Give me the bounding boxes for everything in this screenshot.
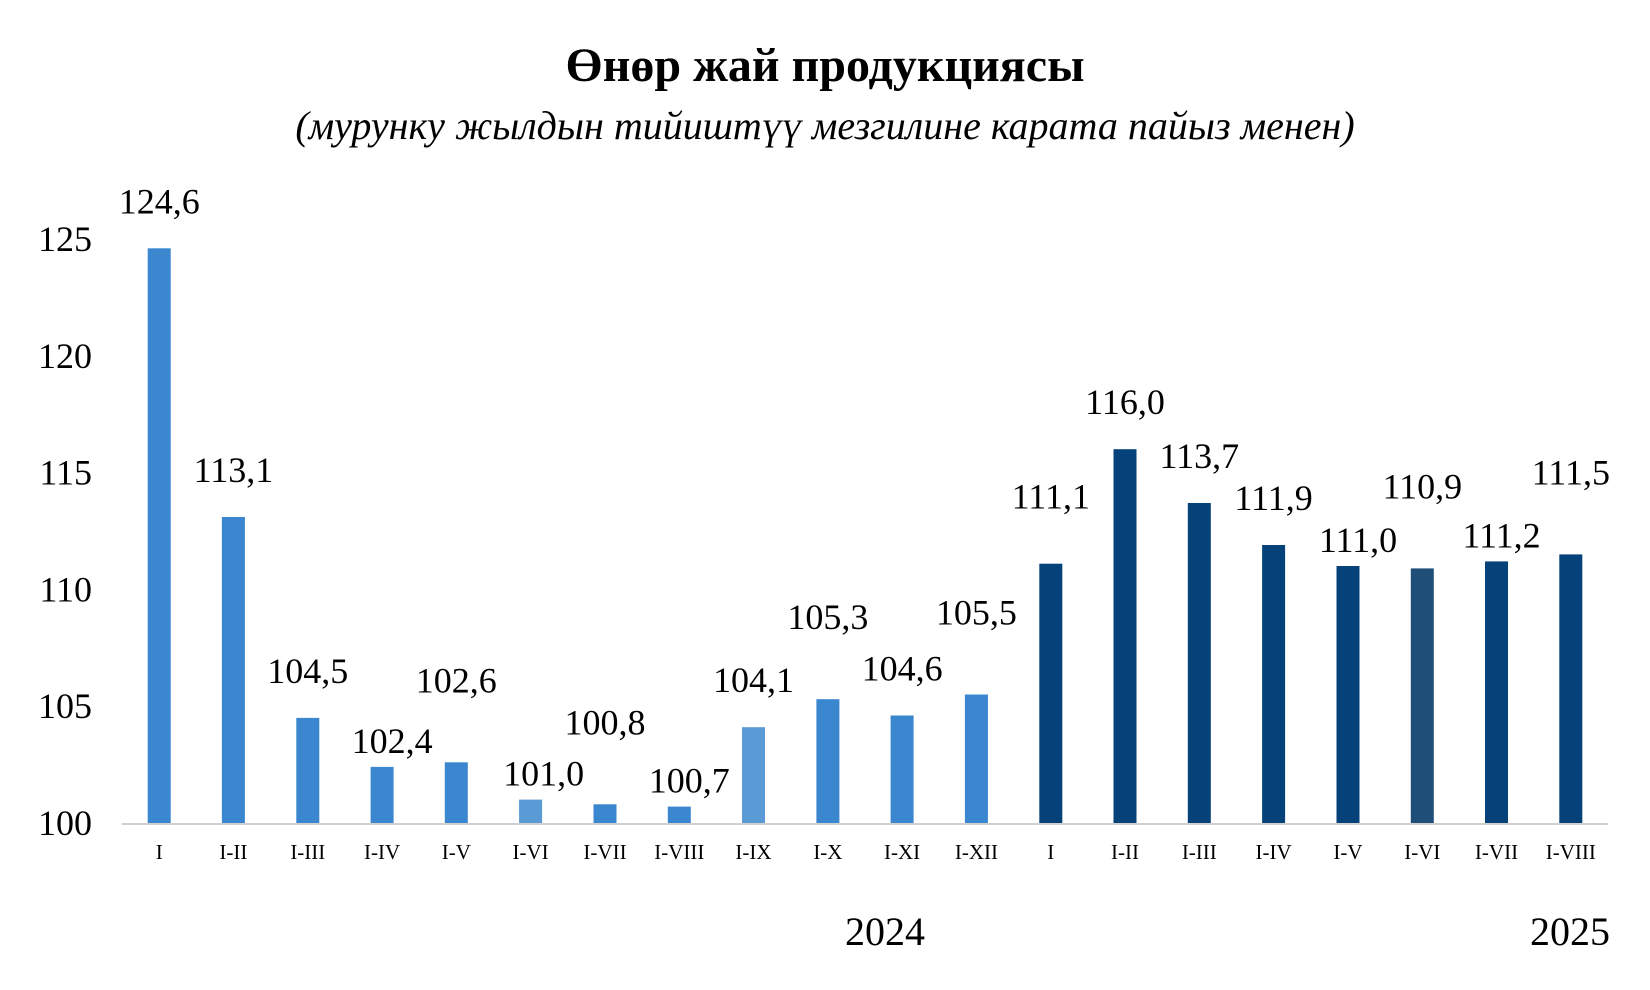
data-label: 105,3 [787,597,868,637]
data-label: 111,9 [1234,478,1312,518]
chart-subtitle: (мурунку жылдын тийиштүү мезгилине карат… [295,103,1355,148]
data-label: 111,1 [1012,477,1090,517]
x-tick-label: I-VI [1404,840,1440,864]
x-tick-label: I-IV [1256,840,1292,864]
y-axis-ticks: 100 105 110 115 120 125 [38,219,92,843]
x-tick-label: I-II [1111,840,1139,864]
bar [890,715,914,823]
x-tick-label: I-IX [735,840,771,864]
data-label: 113,7 [1159,436,1239,476]
bar [816,699,840,823]
bar [1262,545,1286,823]
x-tick-label: I-XII [955,840,998,864]
y-tick-label: 110 [39,569,92,609]
bar [1336,566,1360,823]
data-label: 111,5 [1532,452,1610,492]
bar [221,517,245,823]
data-label: 102,4 [352,721,433,761]
group-label: 2024 [845,909,925,954]
data-label: 105,5 [936,593,1017,633]
x-tick-label: I-VIII [654,840,704,864]
x-tick-label: I-X [813,840,842,864]
x-tick-label: I-V [442,840,471,864]
bar [519,799,543,823]
x-tick-label: I-II [219,840,247,864]
bar [964,694,988,823]
bar [296,717,320,823]
x-tick-label: I-XI [884,840,920,864]
x-axis-ticks: I I-II I-III I-IV I-V I-VI I-VII I-VIII I-IX I-X I… [156,840,1596,864]
x-tick-label: I-IV [364,840,400,864]
bars [147,248,1583,824]
group-labels: 2024 2025 [845,909,1610,954]
x-tick-label: I-VIII [1546,840,1596,864]
data-label: 110,9 [1382,466,1462,506]
bar [1410,568,1434,823]
bar [147,248,171,824]
data-label: 111,2 [1462,515,1540,555]
data-label: 113,1 [194,450,274,490]
bar [1187,503,1211,823]
bar [742,727,765,823]
bar [593,804,617,823]
bar [1113,449,1137,823]
data-label: 111,0 [1319,520,1397,560]
y-tick-label: 115 [39,453,92,493]
group-label: 2025 [1530,909,1610,954]
data-label: 104,5 [267,651,348,691]
bar [667,806,691,823]
data-label: 124,6 [119,181,200,221]
x-tick-label: I-III [290,840,325,864]
data-label: 100,7 [649,761,730,801]
data-label: 101,0 [503,754,584,794]
bar [1039,563,1063,823]
y-tick-label: 100 [38,803,92,843]
data-label: 100,8 [565,702,646,742]
x-tick-label: I-VII [583,840,626,864]
bar [1485,561,1508,823]
data-label: 102,6 [416,660,497,700]
x-tick-label: I-VII [1475,840,1518,864]
x-tick-label: I-VI [513,840,549,864]
x-tick-label: I-V [1333,840,1362,864]
data-label: 104,6 [862,649,943,689]
x-tick-label: I [1047,840,1054,864]
y-tick-label: 120 [38,336,92,376]
chart-title: Өнөр жай продукциясы [565,39,1085,92]
data-label: 116,0 [1085,382,1165,422]
x-tick-label: I-III [1182,840,1217,864]
y-tick-label: 105 [38,686,92,726]
data-label: 104,1 [713,660,794,700]
x-tick-label: I [156,840,163,864]
bar [1559,554,1583,823]
bar [370,766,394,823]
bar [444,762,468,823]
y-tick-label: 125 [38,219,92,259]
